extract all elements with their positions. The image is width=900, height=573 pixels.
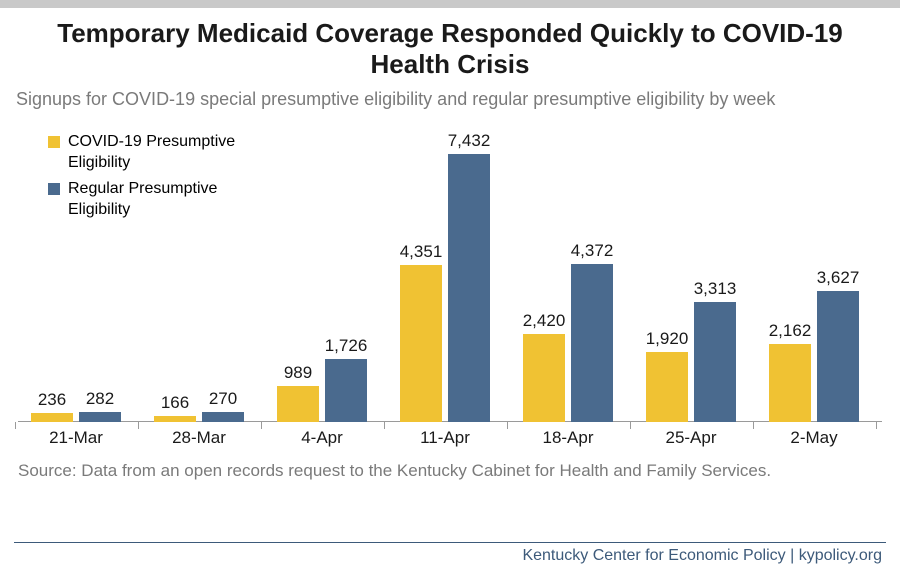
bar-regular: 3,313 <box>694 302 736 422</box>
bar-value-label: 236 <box>38 390 66 413</box>
x-category-label: 11-Apr <box>420 422 470 448</box>
top-accent-bar <box>0 0 900 8</box>
bar-covid: 236 <box>31 413 73 422</box>
x-category-label: 2-May <box>790 422 837 448</box>
chart-area: COVID-19 Presumptive Eligibility Regular… <box>18 112 882 446</box>
x-tick <box>876 422 877 429</box>
bar-group: 16627028-Mar <box>149 412 249 422</box>
bar-covid: 2,420 <box>523 334 565 421</box>
x-tick <box>261 422 262 429</box>
bar-value-label: 3,313 <box>694 279 737 302</box>
x-tick <box>138 422 139 429</box>
x-tick <box>753 422 754 429</box>
x-tick <box>507 422 508 429</box>
x-tick <box>384 422 385 429</box>
bar-regular: 1,726 <box>325 359 367 421</box>
bar-value-label: 1,920 <box>646 329 689 352</box>
bar-value-label: 2,420 <box>523 311 566 334</box>
bar-covid: 4,351 <box>400 265 442 422</box>
x-category-label: 25-Apr <box>665 422 716 448</box>
bar-group: 1,9203,31325-Apr <box>641 302 741 422</box>
bar-group: 4,3517,43211-Apr <box>395 154 495 422</box>
footer-divider <box>14 542 886 543</box>
source-note: Source: Data from an open records reques… <box>0 446 900 483</box>
bar-value-label: 1,726 <box>325 336 368 359</box>
bar-regular: 282 <box>79 412 121 422</box>
x-category-label: 4-Apr <box>301 422 343 448</box>
bar-covid: 1,920 <box>646 352 688 421</box>
bar-value-label: 4,351 <box>400 242 443 265</box>
bar-group: 2,1623,6272-May <box>764 291 864 422</box>
x-category-label: 21-Mar <box>49 422 103 448</box>
bar-value-label: 4,372 <box>571 241 614 264</box>
chart-title: Temporary Medicaid Coverage Responded Qu… <box>0 8 900 82</box>
bar-group: 9891,7264-Apr <box>272 359 372 421</box>
bar-value-label: 7,432 <box>448 131 491 154</box>
bar-group: 2,4204,37218-Apr <box>518 264 618 422</box>
bar-value-label: 166 <box>161 393 189 416</box>
x-category-label: 18-Apr <box>542 422 593 448</box>
bar-value-label: 3,627 <box>817 268 860 291</box>
bar-value-label: 270 <box>209 389 237 412</box>
bar-value-label: 989 <box>284 363 312 386</box>
bar-covid: 989 <box>277 386 319 422</box>
footer-attribution: Kentucky Center for Economic Policy | ky… <box>522 547 882 565</box>
bar-regular: 3,627 <box>817 291 859 422</box>
x-category-label: 28-Mar <box>172 422 226 448</box>
bar-regular: 270 <box>202 412 244 422</box>
bar-value-label: 282 <box>86 389 114 412</box>
x-tick <box>15 422 16 429</box>
plot-area: 23628221-Mar16627028-Mar9891,7264-Apr4,3… <box>18 126 882 446</box>
bar-value-label: 2,162 <box>769 321 812 344</box>
bar-regular: 4,372 <box>571 264 613 422</box>
bar-covid: 2,162 <box>769 344 811 422</box>
bar-group: 23628221-Mar <box>26 412 126 422</box>
x-tick <box>630 422 631 429</box>
chart-subtitle: Signups for COVID-19 special presumptive… <box>0 82 900 111</box>
bar-regular: 7,432 <box>448 154 490 422</box>
